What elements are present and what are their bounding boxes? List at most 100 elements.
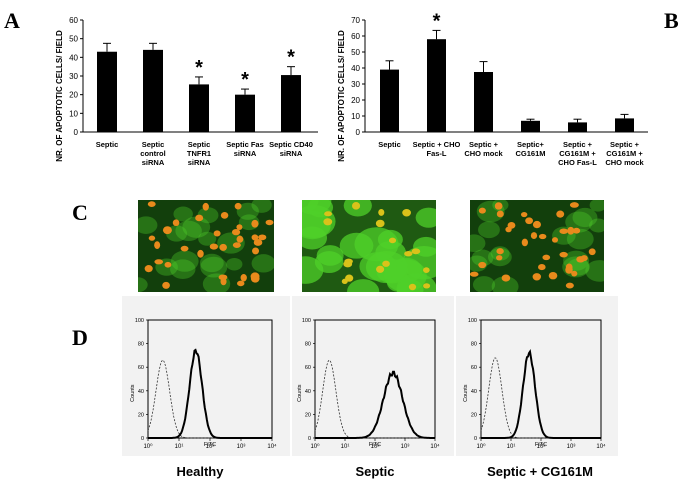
cell-nucleus bbox=[236, 235, 244, 243]
chart-a-y-axis-label: NR. OF APOPTOTIC CELLS/ FIELD bbox=[55, 30, 64, 162]
flow-plot-0-x-tick-label: 10¹ bbox=[175, 444, 184, 450]
cell-nucleus bbox=[250, 272, 260, 281]
chart-a-bar bbox=[235, 94, 255, 132]
cell-nucleus bbox=[548, 271, 558, 280]
cell-nucleus bbox=[538, 233, 547, 240]
cell-body bbox=[471, 249, 494, 267]
flow-plot-2-y-tick-label: 40 bbox=[471, 389, 477, 395]
chart-b-y-tick-label: 60 bbox=[351, 32, 360, 41]
flow-plot-0-y-tick-label: 60 bbox=[138, 365, 144, 371]
chart-a-category-label: Septic bbox=[96, 140, 119, 149]
chart-a-y-tick-label: 30 bbox=[69, 72, 78, 81]
cell-nucleus bbox=[219, 243, 227, 251]
cell-nucleus bbox=[382, 260, 390, 267]
chart-b-y-tick-label: 70 bbox=[351, 16, 360, 25]
cell-nucleus bbox=[402, 209, 411, 217]
cell-body bbox=[491, 276, 519, 292]
flow-plot-2-control-curve bbox=[480, 357, 601, 439]
panel-label-c: C bbox=[72, 200, 88, 225]
chart-a-category-label: control bbox=[140, 149, 165, 158]
cell-nucleus bbox=[202, 202, 209, 211]
cell-nucleus bbox=[324, 211, 333, 217]
micrograph-septic bbox=[302, 200, 436, 292]
chart-b-category-label: Septic+ bbox=[517, 140, 545, 149]
chart-a-category-label: Septic bbox=[142, 140, 165, 149]
cell-nucleus bbox=[525, 217, 534, 225]
cell-nucleus bbox=[251, 234, 259, 241]
chart-a-y-tick-label: 40 bbox=[69, 53, 78, 62]
chart-a-category-label: Septic Fas bbox=[226, 140, 264, 149]
cell-nucleus bbox=[265, 219, 274, 226]
flow-plot-1-control-curve bbox=[314, 359, 435, 439]
chart-a-significance-marker: * bbox=[195, 57, 203, 79]
cell-nucleus bbox=[571, 270, 578, 277]
flow-plot-2-y-tick-label: 60 bbox=[471, 365, 477, 371]
cell-nucleus bbox=[164, 261, 172, 268]
flow-plot-0-y-tick-label: 100 bbox=[135, 318, 144, 324]
chart-b-category-label: Septic + bbox=[563, 140, 593, 149]
cell-body bbox=[415, 207, 436, 228]
cell-body bbox=[472, 276, 496, 292]
chart-b-bar bbox=[521, 120, 540, 132]
panel-label-a: A bbox=[4, 8, 20, 33]
cell-nucleus bbox=[559, 251, 568, 258]
cell-nucleus bbox=[213, 230, 221, 237]
cell-nucleus bbox=[496, 255, 503, 261]
flow-plot-2-x-tick-label: 10³ bbox=[567, 444, 576, 450]
micrograph-healthy bbox=[138, 200, 274, 292]
cell-nucleus bbox=[343, 260, 353, 268]
flow-plot-0-x-tick-label: 10² bbox=[206, 444, 215, 450]
flow-plot-0-y-axis-label: Counts bbox=[130, 384, 136, 402]
cell-nucleus bbox=[148, 235, 156, 241]
chart-b-bar bbox=[474, 72, 493, 132]
cell-body bbox=[175, 220, 202, 242]
chart-b-bar bbox=[427, 39, 446, 133]
chart-b-category-label: Fas-L bbox=[426, 149, 446, 158]
cell-nucleus bbox=[505, 226, 512, 233]
flow-plot-1-y-tick-label: 20 bbox=[305, 412, 311, 418]
flow-plot-2-x-tick-label: 10⁴ bbox=[596, 443, 606, 450]
cell-body bbox=[316, 245, 344, 266]
cell-nucleus bbox=[494, 202, 503, 210]
cell-body bbox=[226, 257, 243, 271]
flow-plot-2-y-tick-label: 0 bbox=[474, 436, 477, 442]
chart-a-category-label: siRNA bbox=[142, 158, 165, 167]
flow-plot-2-y-tick-label: 20 bbox=[471, 412, 477, 418]
cell-nucleus bbox=[172, 219, 180, 227]
cell-body bbox=[470, 234, 486, 253]
chart-a-bar bbox=[97, 51, 117, 132]
cell-body bbox=[236, 202, 259, 220]
cell-nucleus bbox=[231, 229, 241, 236]
flow-plot-1-x-tick-label: 10¹ bbox=[341, 444, 350, 450]
cell-nucleus bbox=[565, 266, 573, 274]
cell-nucleus bbox=[530, 232, 538, 240]
chart-a-y-tick-label: 50 bbox=[69, 35, 78, 44]
cell-nucleus bbox=[569, 202, 579, 208]
cell-nucleus bbox=[538, 264, 546, 271]
cell-nucleus bbox=[411, 248, 421, 255]
chart-a-significance-marker: * bbox=[241, 69, 249, 91]
cell-body bbox=[138, 277, 148, 292]
cell-nucleus bbox=[404, 251, 413, 257]
cell-body bbox=[138, 216, 158, 234]
chart-a-category-label: siRNA bbox=[280, 149, 303, 158]
flow-plot-0-sample-curve bbox=[148, 348, 272, 439]
flow-plot-1-y-tick-label: 100 bbox=[302, 318, 311, 324]
cell-nucleus bbox=[423, 267, 430, 273]
chart-a-y-tick-label: 0 bbox=[74, 128, 79, 137]
cell-nucleus bbox=[162, 226, 172, 235]
flow-plot-1-y-tick-label: 40 bbox=[305, 389, 311, 395]
flow-plot-0-y-tick-label: 40 bbox=[138, 389, 144, 395]
cell-nucleus bbox=[565, 282, 574, 289]
flow-plot-0-y-tick-label: 80 bbox=[138, 342, 144, 348]
chart-a-bar bbox=[281, 75, 301, 132]
cell-nucleus bbox=[218, 274, 228, 281]
cell-nucleus bbox=[209, 243, 219, 250]
chart-b-category-label: Septic + CHO bbox=[413, 140, 461, 149]
flow-plot-0-x-tick-label: 10⁴ bbox=[267, 443, 277, 450]
flow-plot-0-y-tick-label: 20 bbox=[138, 412, 144, 418]
cell-body bbox=[182, 216, 211, 238]
cell-body bbox=[478, 221, 500, 239]
cell-nucleus bbox=[341, 278, 348, 285]
cell-nucleus bbox=[144, 265, 153, 273]
